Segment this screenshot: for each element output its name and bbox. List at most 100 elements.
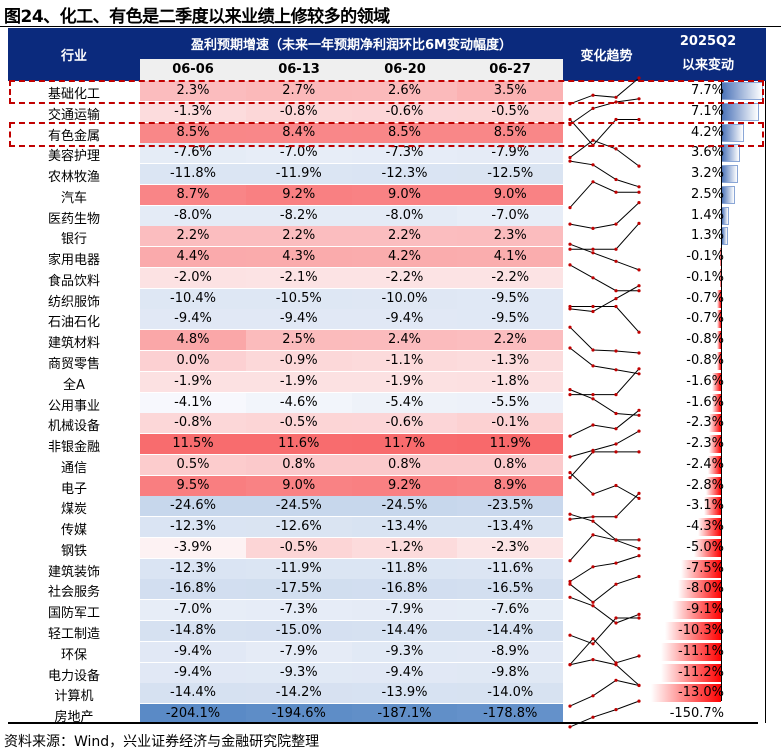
heat-cell: -14.0%: [457, 683, 564, 704]
change-value: -0.7%: [686, 311, 724, 327]
heat-cell: -2.3%: [457, 537, 564, 558]
heat-cell: -1.2%: [351, 537, 458, 558]
change-bar: [717, 310, 721, 329]
heat-cell: -23.5%: [457, 496, 564, 517]
heat-cell: 2.2%: [245, 226, 352, 247]
industry-name: 美容护理: [47, 149, 100, 165]
heat-cell: -2.2%: [457, 267, 564, 288]
change-bar: [705, 476, 721, 495]
header-date: 06-06: [172, 62, 214, 77]
heat-cell: 2.5%: [245, 330, 352, 351]
heat-cell: -24.5%: [351, 496, 458, 517]
heat-cell: -9.4%: [245, 309, 352, 330]
change-bar: [680, 559, 721, 578]
table-bottom-border: [8, 722, 758, 724]
industry-name: 电子: [60, 481, 87, 497]
heat-cell: -13.4%: [351, 517, 458, 538]
change-value: 3.6%: [690, 145, 724, 161]
heat-cell: 8.5%: [140, 122, 246, 143]
heat-cell: -7.6%: [140, 143, 246, 164]
heat-cell: 2.6%: [351, 81, 458, 101]
change-value: -11.2%: [678, 664, 724, 680]
heat-cell: -12.5%: [457, 164, 564, 185]
industry-name: 煤炭: [60, 502, 87, 518]
heat-cell: 9.0%: [457, 184, 564, 205]
heat-cell: -7.9%: [351, 600, 458, 621]
heat-cell: -9.5%: [457, 288, 564, 309]
heat-cell: 9.2%: [245, 184, 352, 205]
industry-name: 房地产: [54, 710, 94, 726]
heat-cell: -194.6%: [245, 704, 352, 725]
heat-cell: -9.4%: [351, 662, 458, 683]
industry-name: 公用事业: [47, 398, 100, 414]
industry-name: 环保: [60, 647, 87, 663]
heat-cell: 11.6%: [245, 434, 352, 455]
industry-name: 汽车: [60, 190, 87, 206]
heat-cell: -7.3%: [245, 600, 352, 621]
heat-cell: 3.5%: [457, 81, 564, 101]
heat-cell: -11.6%: [457, 558, 564, 579]
change-value: 2.5%: [690, 186, 724, 202]
heat-cell: -7.6%: [457, 600, 564, 621]
heat-cell: -7.0%: [140, 600, 246, 621]
industry-name: 家用电器: [47, 253, 100, 269]
header-change-line2: 以来变动: [681, 58, 734, 73]
heat-cell: -7.9%: [457, 143, 564, 164]
heat-cell: 0.5%: [140, 454, 246, 475]
date-header-row: 06-06 06-13 06-20 06-27: [140, 59, 563, 81]
table-row: 商贸零售 0.0% -0.9% -1.1% -1.3% -0.8%: [8, 351, 766, 372]
change-value: -0.8%: [686, 332, 724, 348]
heat-cell: 4.1%: [457, 247, 564, 268]
table-row: 非银金融 11.5% 11.6% 11.7% 11.9% -2.3%: [8, 434, 766, 455]
table-row: 食品饮料 -2.0% -2.1% -2.2% -2.2% -0.1%: [8, 267, 766, 289]
heat-cell: -13.9%: [351, 683, 458, 704]
heat-cell: -1.9%: [351, 371, 458, 392]
industry-name: 交通运输: [47, 107, 100, 123]
heat-cell: -9.5%: [457, 309, 564, 330]
change-value: -2.8%: [686, 477, 724, 493]
heat-cell: -1.1%: [351, 351, 458, 371]
heat-cell: -15.0%: [245, 621, 352, 642]
change-value: -2.4%: [686, 456, 724, 472]
heat-cell: -24.5%: [245, 496, 352, 517]
heat-cell: -9.3%: [245, 662, 352, 683]
heat-cell: -7.9%: [245, 641, 352, 662]
heat-cell: -1.8%: [457, 371, 564, 392]
heat-cell: -10.4%: [140, 288, 246, 309]
industry-name: 钢铁: [60, 543, 87, 559]
heat-cell: 4.3%: [245, 247, 352, 268]
industry-name: 医药生物: [47, 211, 100, 227]
change-value: 7.7%: [690, 83, 724, 98]
table-row: 全A -1.9% -1.9% -1.9% -1.8% -1.6%: [8, 371, 766, 393]
heat-cell: -11.8%: [140, 164, 246, 185]
heat-cell: -0.5%: [245, 413, 352, 434]
heat-cell: -204.1%: [140, 704, 246, 725]
table-row: 煤炭 -24.6% -24.5% -24.5% -23.5% -3.1%: [8, 496, 766, 517]
table-row: 房地产 -204.1% -194.6% -187.1% -178.8% -150.7%: [8, 704, 766, 725]
heat-cell: -16.8%: [140, 579, 246, 600]
industry-name: 基础化工: [47, 87, 100, 102]
heat-cell: 8.4%: [245, 122, 352, 143]
change-value: -7.5%: [686, 560, 724, 576]
source-note: 资料来源：Wind，兴业证券经济与金融研究院整理: [4, 734, 320, 750]
change-bar: [697, 518, 721, 537]
table-header: 行业 盈利预期增速（未来一年预期净利润环比6M变动幅度） 06-06 06-13…: [8, 28, 766, 81]
change-bar: [665, 622, 721, 641]
heat-cell: -8.9%: [457, 641, 564, 662]
heat-cell: 2.7%: [245, 81, 352, 101]
heat-cell: -2.1%: [245, 267, 352, 288]
change-value: -9.1%: [686, 602, 724, 618]
sparkline-point: [568, 725, 572, 729]
change-bar: [677, 580, 721, 599]
heat-cell: 2.2%: [457, 330, 564, 351]
heat-cell: 9.2%: [351, 475, 458, 496]
industry-name: 非银金融: [47, 440, 100, 456]
table-row: 建筑装饰 -12.3% -11.9% -11.8% -11.6% -7.5%: [8, 558, 766, 580]
change-bar: [671, 601, 721, 620]
heat-cell: -4.1%: [140, 392, 246, 413]
heat-cell: -1.9%: [140, 371, 246, 392]
header-date: 06-27: [489, 62, 531, 77]
heat-cell: 0.8%: [245, 454, 352, 475]
title-divider: [0, 26, 781, 27]
heat-cell: -8.0%: [351, 205, 458, 226]
